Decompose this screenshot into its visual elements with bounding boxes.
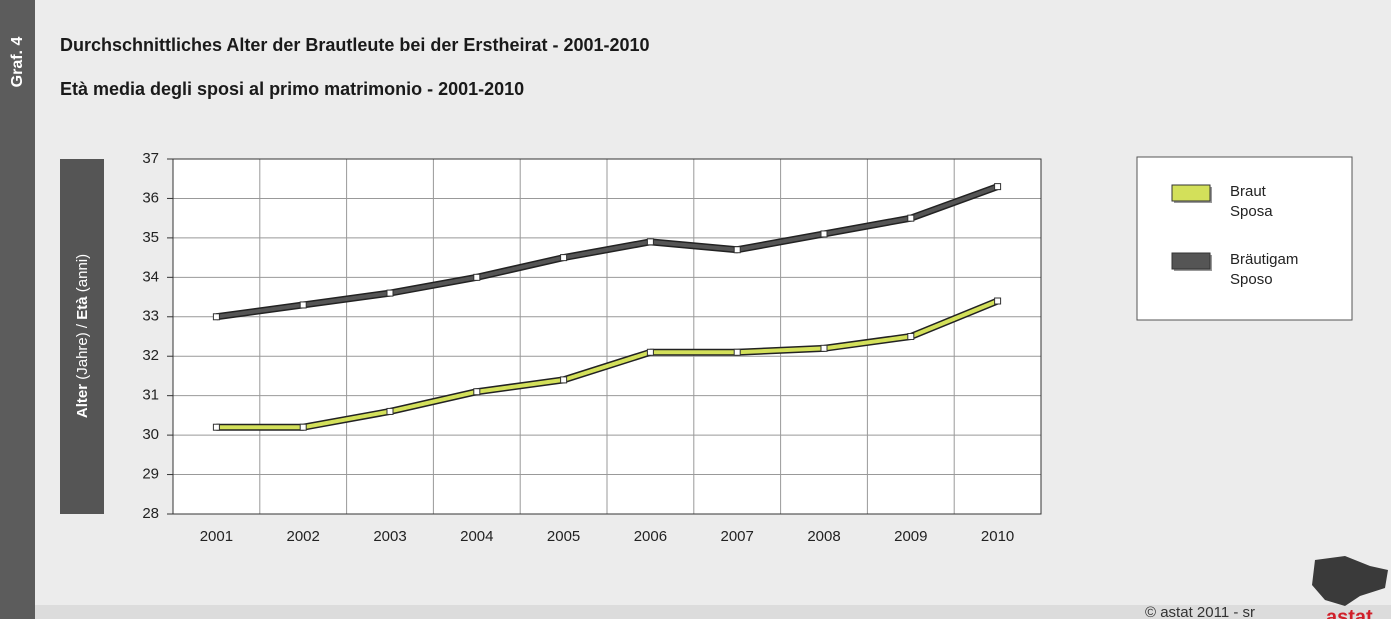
point-marker: [212, 313, 220, 321]
line: [216, 184, 999, 319]
y-tick-label: 37: [142, 150, 159, 167]
logo: astat: [1312, 556, 1388, 619]
x-tick-label: 2010: [981, 528, 1014, 545]
plot-border: [172, 158, 1042, 515]
point-marker: [733, 348, 741, 356]
side-label: Graf. 4: [9, 37, 26, 88]
legend-label: Bräutigam: [1230, 251, 1298, 268]
x-tick-label: 2009: [894, 528, 927, 545]
y-label-part: Età: [74, 296, 91, 320]
point-marker: [386, 407, 394, 415]
y-label-part: (anni): [74, 254, 91, 297]
chart-title: Durchschnittliches Alter der Brautleute …: [60, 35, 650, 55]
x-tick-label: 2001: [200, 528, 233, 545]
y-label-part: (Jahre) /: [74, 320, 91, 384]
point-marker: [646, 238, 654, 246]
point-marker: [820, 344, 828, 352]
x-tick-label: 2007: [721, 528, 754, 545]
footer-text: © astat 2011 - sr: [1145, 604, 1255, 619]
line: [216, 299, 999, 430]
y-label-box: [60, 159, 104, 514]
logo-text: astat: [1326, 606, 1373, 619]
y-tick-label: 36: [142, 189, 159, 206]
legend-swatch: [1171, 252, 1211, 270]
y-axis-label: Alter (Jahre) / Età (anni): [74, 254, 91, 418]
y-tick-label: 30: [142, 426, 159, 443]
y-tick-label: 29: [142, 466, 159, 483]
y-tick-label: 34: [142, 268, 159, 285]
point-marker: [646, 348, 654, 356]
x-tick-label: 2008: [807, 528, 840, 545]
point-marker: [560, 254, 568, 262]
chart-subtitle: Età media degli sposi al primo matrimoni…: [60, 79, 524, 99]
x-tick-label: 2006: [634, 528, 667, 545]
point-marker: [733, 246, 741, 254]
point-marker: [212, 423, 220, 431]
y-tick-label: 33: [142, 308, 159, 325]
point-marker: [907, 333, 915, 340]
point-marker: [299, 301, 307, 309]
x-tick-label: 2004: [460, 528, 493, 545]
point-marker: [299, 423, 307, 431]
logo-shape: [1312, 556, 1388, 606]
legend-label: Braut: [1230, 183, 1267, 200]
point-marker: [386, 289, 394, 297]
y-tick-label: 32: [142, 347, 159, 364]
point-marker: [473, 273, 481, 281]
y-tick-label: 31: [142, 387, 159, 404]
point-marker: [994, 297, 1002, 305]
y-tick-label: 35: [142, 229, 159, 246]
point-marker: [994, 183, 1002, 191]
legend-label: Sposo: [1230, 271, 1273, 288]
footer-band: [35, 605, 1391, 619]
x-tick-label: 2003: [373, 528, 406, 545]
legend-box: [1136, 156, 1353, 321]
x-tick-label: 2005: [547, 528, 580, 545]
legend-label: Sposa: [1230, 203, 1273, 220]
side-strip: [0, 0, 35, 619]
y-label-part: Alter: [74, 384, 91, 418]
point-marker: [907, 214, 915, 222]
x-tick-label: 2002: [287, 528, 320, 545]
point-marker: [473, 388, 481, 396]
point-marker: [560, 376, 568, 384]
point-marker: [820, 230, 828, 238]
legend-swatch: [1171, 184, 1211, 202]
y-tick-label: 28: [142, 505, 159, 522]
